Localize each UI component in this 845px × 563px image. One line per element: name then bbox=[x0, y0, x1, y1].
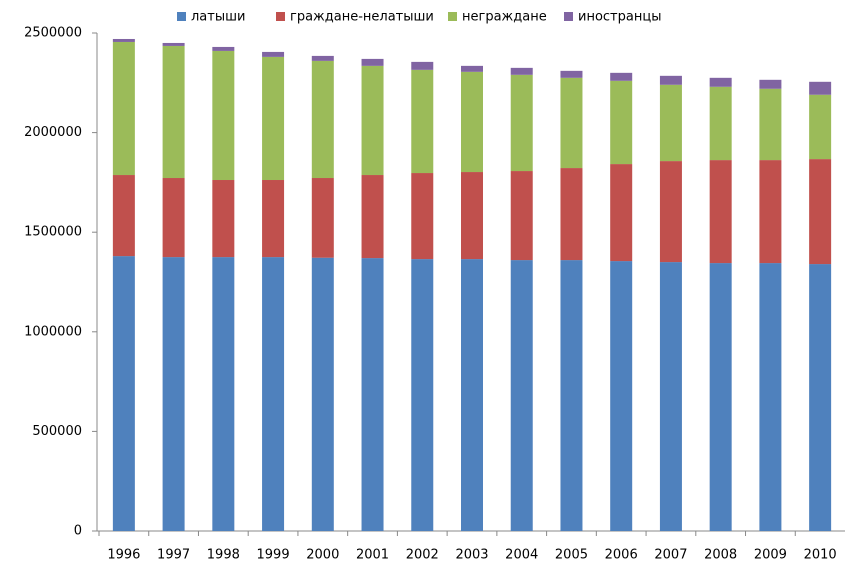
x-tick-label: 2005 bbox=[555, 548, 588, 563]
bar-segment bbox=[610, 80, 633, 165]
bar-segment bbox=[411, 259, 434, 531]
bar-segment bbox=[659, 75, 682, 85]
bar-segment bbox=[112, 175, 135, 257]
bar-segment bbox=[461, 65, 483, 72]
x-tick-label: 2004 bbox=[505, 548, 538, 563]
bar-segment bbox=[610, 261, 633, 531]
x-tick-label: 1997 bbox=[157, 548, 190, 563]
bar-segment bbox=[411, 173, 434, 260]
bar-segment bbox=[361, 58, 384, 66]
bar-segment bbox=[659, 262, 682, 531]
bar-segment bbox=[461, 172, 483, 260]
x-tick-label: 2000 bbox=[306, 548, 339, 563]
x-tick-label: 2009 bbox=[754, 548, 787, 563]
y-tick-label: 2500000 bbox=[24, 26, 82, 41]
bar-segment bbox=[659, 161, 682, 263]
y-tick-label: 1500000 bbox=[24, 225, 82, 240]
legend-label: иностранцы bbox=[578, 10, 661, 25]
bar-segment bbox=[411, 69, 434, 174]
legend-swatch bbox=[448, 12, 457, 21]
bar-segment bbox=[311, 257, 334, 531]
bar-segment bbox=[311, 55, 334, 61]
bar-segment bbox=[212, 180, 235, 258]
bar-segment bbox=[510, 67, 533, 75]
bar-segment bbox=[659, 84, 682, 162]
bar-segment bbox=[361, 175, 384, 259]
y-tick-label: 1000000 bbox=[24, 324, 82, 339]
bar-segment bbox=[311, 60, 334, 179]
bar-segment bbox=[709, 160, 732, 264]
x-tick-label: 2001 bbox=[356, 548, 389, 563]
bar-segment bbox=[112, 38, 135, 42]
bar-segment bbox=[510, 171, 533, 261]
bar-segment bbox=[709, 263, 732, 531]
bar-segment bbox=[809, 159, 832, 265]
bar-segment bbox=[212, 257, 235, 531]
bar-segment bbox=[212, 46, 235, 51]
bar-segment bbox=[212, 50, 235, 181]
bar-segment bbox=[162, 42, 185, 46]
legend-swatch bbox=[564, 12, 573, 21]
bar-segment bbox=[112, 256, 135, 531]
bar-segment bbox=[610, 72, 633, 81]
legend-label: неграждане bbox=[462, 10, 547, 25]
bar-segment bbox=[361, 65, 384, 176]
x-tick-label: 2003 bbox=[455, 548, 488, 563]
bar-segment bbox=[162, 178, 185, 258]
legend-label: латыши bbox=[191, 10, 245, 25]
bar-segment bbox=[759, 79, 782, 89]
bar-segment bbox=[709, 86, 732, 161]
legend-swatch bbox=[276, 12, 285, 21]
x-tick-label: 1996 bbox=[107, 548, 140, 563]
bar-segment bbox=[560, 168, 583, 261]
x-tick-label: 2007 bbox=[654, 548, 687, 563]
bar-segment bbox=[809, 81, 832, 95]
bar-segment bbox=[262, 56, 285, 181]
bar-segment bbox=[610, 164, 633, 262]
bar-segment bbox=[809, 264, 832, 531]
x-tick-label: 2010 bbox=[804, 548, 837, 563]
bar-segment bbox=[809, 94, 832, 160]
x-tick-label: 2008 bbox=[704, 548, 737, 563]
x-tick-label: 1999 bbox=[257, 548, 290, 563]
y-tick-label: 2000000 bbox=[24, 125, 82, 140]
bar-segment bbox=[162, 45, 185, 179]
bar-segment bbox=[361, 258, 384, 531]
bar-segment bbox=[461, 71, 483, 173]
bar-segment bbox=[162, 257, 185, 531]
x-tick-label: 1998 bbox=[207, 548, 240, 563]
bar-segment bbox=[510, 74, 533, 172]
bar-segment bbox=[560, 77, 583, 169]
bar-segment bbox=[461, 259, 483, 531]
bar-segment bbox=[262, 180, 285, 258]
bar-segment bbox=[411, 61, 434, 70]
y-tick-label: 500000 bbox=[32, 424, 82, 439]
legend-swatch bbox=[177, 12, 186, 21]
bar-segment bbox=[112, 41, 135, 176]
bar-segment bbox=[560, 260, 583, 531]
x-tick-label: 2002 bbox=[406, 548, 439, 563]
y-tick-label: 0 bbox=[74, 524, 82, 539]
bar-segment bbox=[759, 160, 782, 264]
bar-segment bbox=[510, 260, 533, 531]
x-tick-label: 2006 bbox=[605, 548, 638, 563]
legend-label: граждане-нелатыши bbox=[290, 10, 434, 25]
bar-segment bbox=[262, 257, 285, 531]
bar-segment bbox=[560, 70, 583, 78]
bar-segment bbox=[759, 88, 782, 161]
bar-segment bbox=[709, 77, 732, 87]
bar-segment bbox=[759, 263, 782, 531]
bar-segment bbox=[262, 51, 285, 57]
bar-segment bbox=[311, 178, 334, 258]
